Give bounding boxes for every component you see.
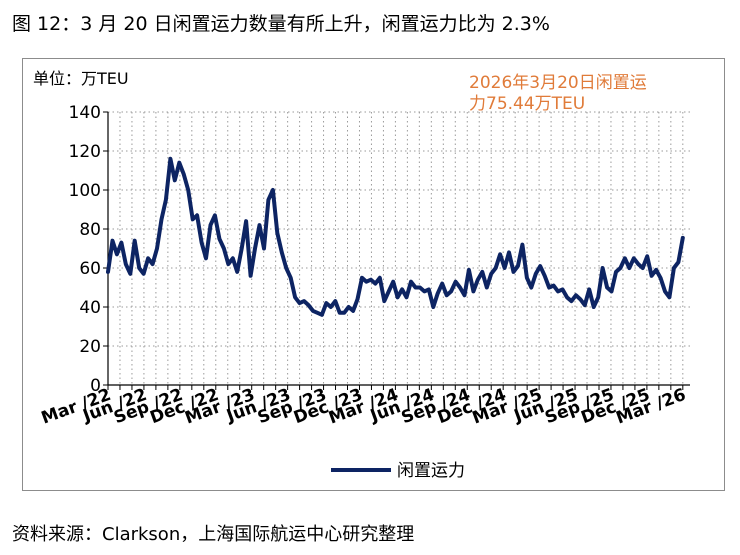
grid: [107, 111, 690, 385]
line-chart: 单位：万TEU 2026年3月20日闲置运 力75.44万TEU 0 20 40 60…: [33, 69, 690, 481]
legend: 闲置运力: [331, 461, 465, 481]
x-tick-label: Mar /26: [613, 385, 688, 429]
y-tick-label: 80: [79, 220, 101, 240]
legend-label: 闲置运力: [397, 461, 465, 481]
series-layer: [106, 156, 685, 317]
y-tick-label: 140: [69, 103, 101, 123]
y-tick-label: 40: [79, 298, 101, 318]
axes: [103, 111, 690, 390]
annotation-line-2: 力75.44万TEU: [469, 94, 585, 114]
chart-frame: 单位：万TEU 2026年3月20日闲置运 力75.44万TEU 0 20 40 60…: [22, 58, 725, 491]
y-tick-labels: 0 20 40 60 80 100 120 140: [69, 103, 101, 396]
y-tick-label: 120: [69, 142, 101, 162]
y-tick-label: 0: [90, 376, 101, 396]
figure-title: 图 12：3 月 20 日闲置运力数量有所上升，闲置运力比为 2.3%: [12, 13, 550, 35]
y-tick-label: 100: [69, 181, 101, 201]
series-line: [106, 156, 685, 317]
unit-label: 单位：万TEU: [33, 69, 129, 88]
annotation-line-1: 2026年3月20日闲置运: [469, 73, 647, 93]
y-tick-label: 20: [79, 337, 101, 357]
y-tick-label: 60: [79, 259, 101, 279]
source-note: 资料来源：Clarkson，上海国际航运中心研究整理: [12, 524, 415, 545]
